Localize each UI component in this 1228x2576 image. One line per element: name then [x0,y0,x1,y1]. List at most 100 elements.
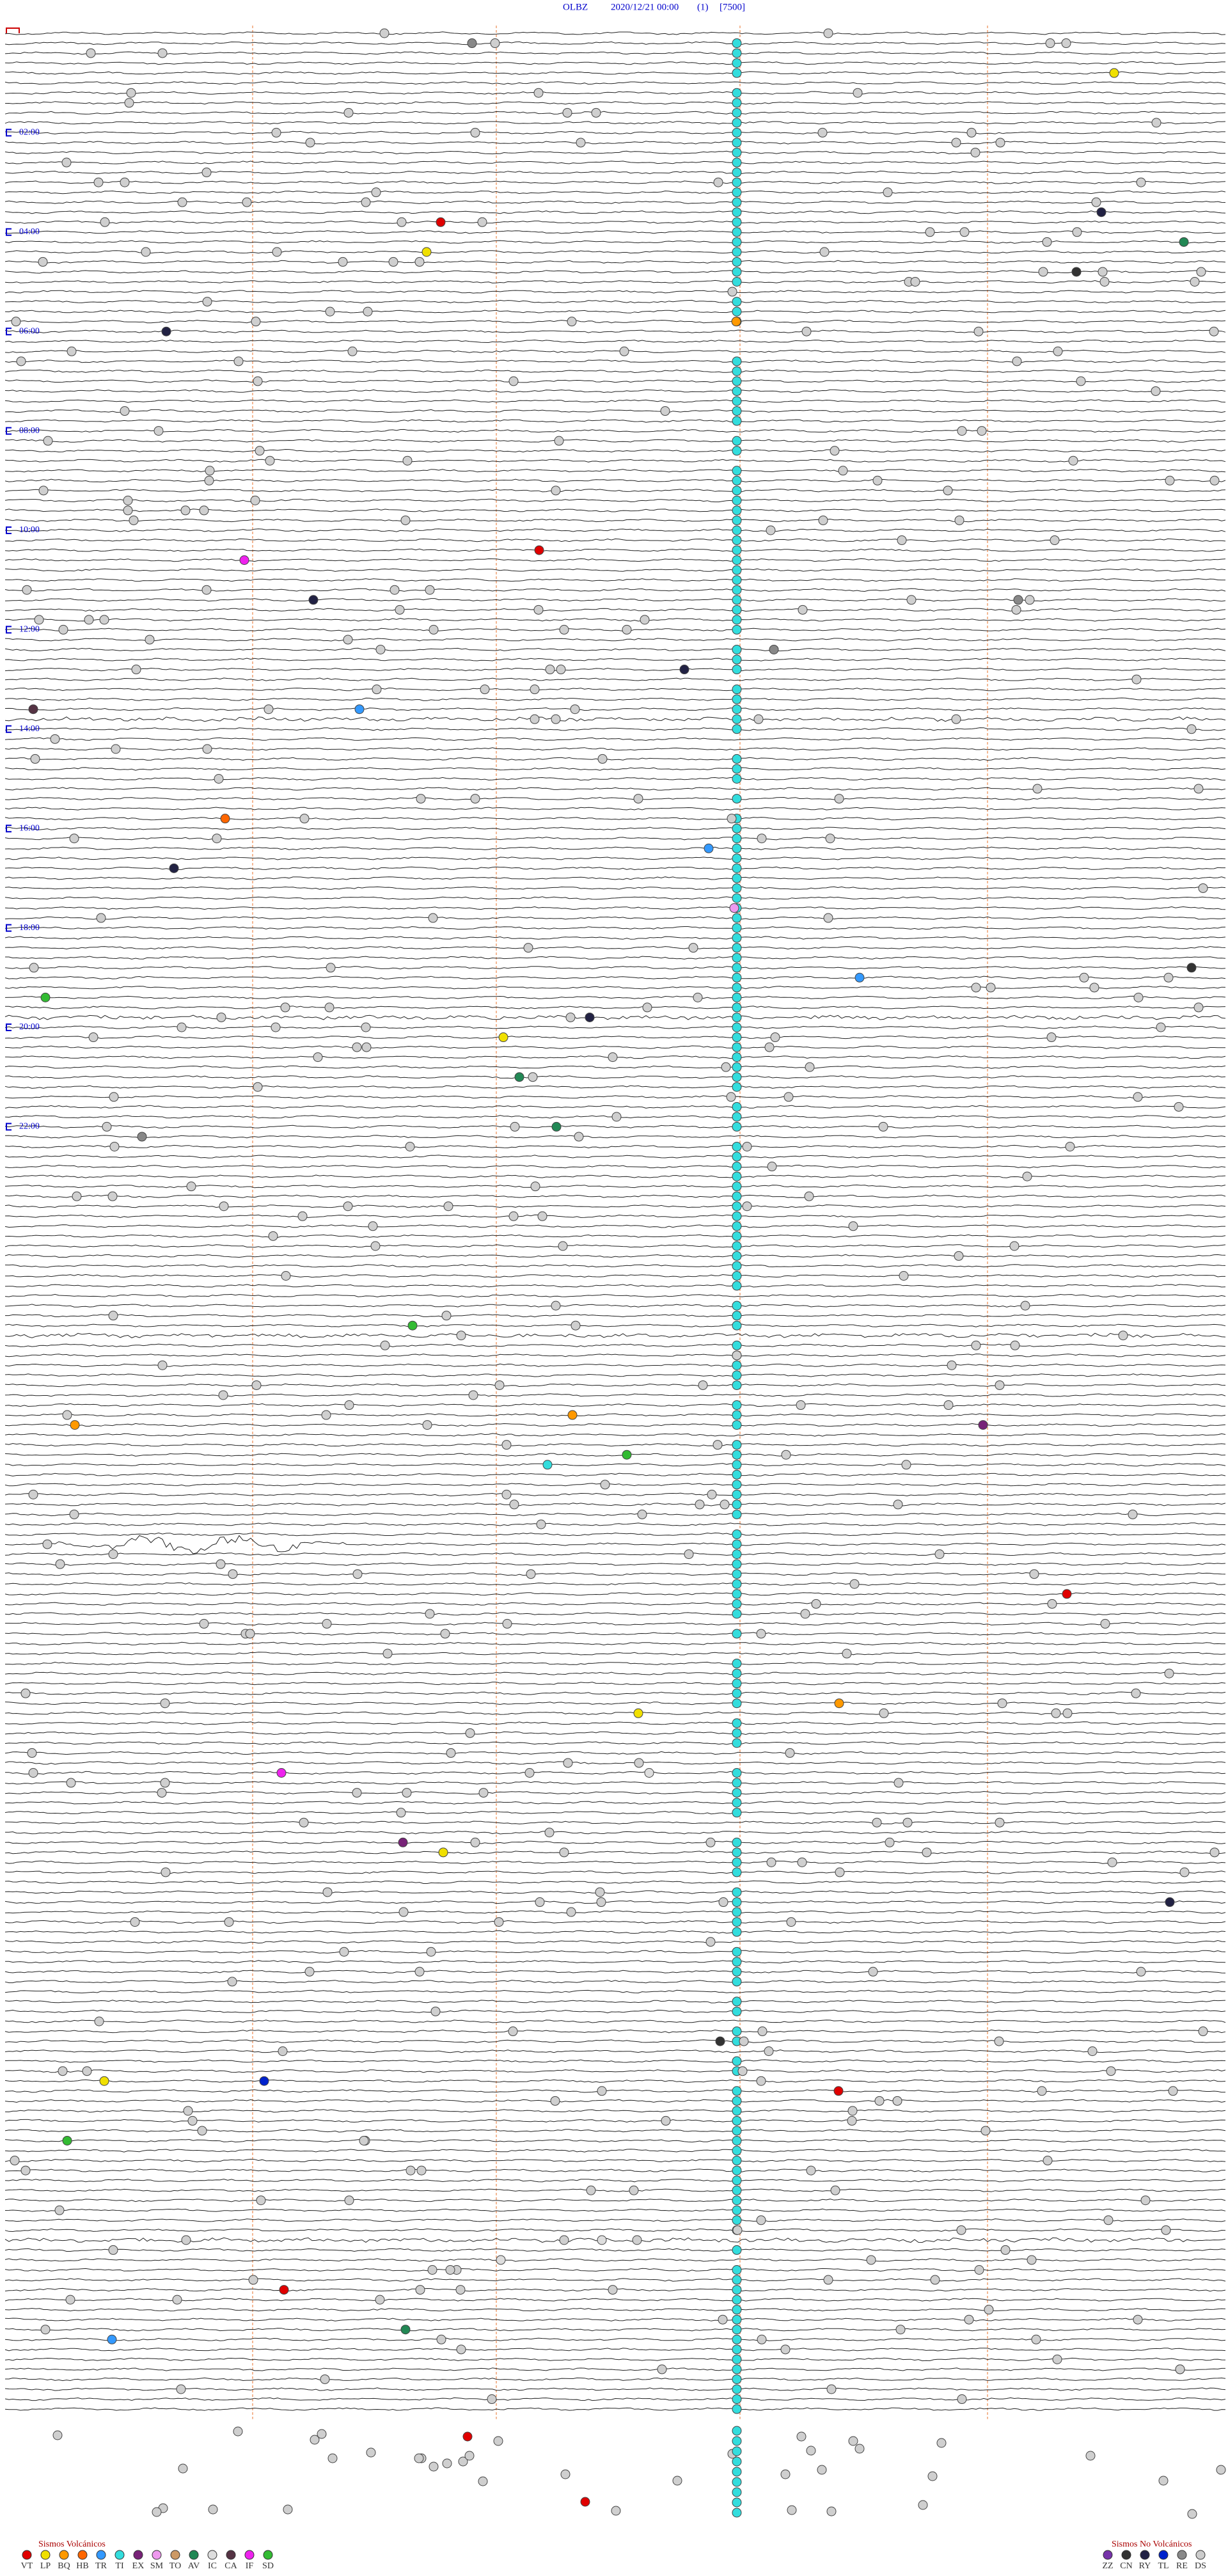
event-marker [732,2314,742,2325]
trace [4,439,1225,443]
trace [4,220,1226,224]
trace [4,558,1226,562]
event-marker [29,963,39,973]
event-marker [455,2285,466,2295]
trace [5,1831,1226,1835]
trace [4,1840,1226,1844]
event-marker [732,1032,742,1043]
event-marker [62,2135,72,2145]
trace [4,389,1226,393]
event-marker [806,2446,816,2456]
event-marker [88,1032,98,1043]
trace [4,299,1226,304]
event-marker [927,2471,938,2481]
event-marker [732,1340,742,1350]
trace [4,1363,1226,1368]
event-marker [874,2096,885,2106]
trace [4,866,1225,871]
event-marker [732,1450,742,1460]
event-marker [178,2463,188,2474]
trace [4,548,1226,552]
event-marker [415,2285,425,2295]
trace [4,737,1226,741]
event-marker [732,1509,742,1519]
trace [4,1989,1225,1994]
event-marker [108,1311,118,1321]
trace [4,886,1226,890]
trace [4,1731,1226,1735]
event-marker [1050,535,1060,546]
event-marker [251,1380,262,1390]
trace [4,1632,1226,1636]
event-marker [405,2165,416,2176]
event-marker [732,2374,742,2384]
event-marker [732,1887,742,1897]
event-marker [1027,2255,1037,2265]
event-marker [732,1469,742,1480]
trace [4,81,1226,85]
event-marker [732,1559,742,1569]
event-marker [756,1629,766,1639]
legend-label: AV [188,2561,200,2571]
event-marker [216,1559,226,1569]
event-marker [986,983,996,993]
trace [4,319,1226,324]
event-marker [1042,237,1052,247]
trace [4,647,1226,652]
trace [4,1284,1226,1288]
trace [4,1234,1226,1238]
event-marker [872,1817,882,1828]
event-marker [732,2275,742,2285]
event-marker [925,227,935,237]
event-marker [964,2314,974,2325]
trace [4,1214,1226,1219]
event-marker [732,1072,742,1082]
event-marker [108,2245,118,2255]
trace [5,956,1226,960]
event-marker [297,1211,308,1221]
event-marker [957,2394,967,2405]
event-marker [732,1211,742,1221]
event-marker [40,992,51,1002]
trace [4,1483,1226,1487]
event-marker [545,665,555,675]
event-marker [705,1837,716,1847]
event-marker [732,2225,743,2235]
event-marker [757,834,767,844]
event-marker [995,1380,1005,1390]
event-marker [994,2036,1004,2046]
trace [4,2138,1226,2143]
event-marker [563,1758,573,1768]
event-marker [154,426,164,436]
traces [4,31,1226,2411]
event-marker [786,1917,796,1927]
hour-bracket [6,526,12,534]
trace [4,1711,1226,1716]
event-marker [995,1817,1005,1828]
event-marker [732,2344,742,2355]
event-marker [70,1420,80,1430]
trace [4,489,1226,493]
event-marker [183,2106,193,2116]
event-marker [1161,2225,1171,2235]
event-marker [732,386,742,396]
event-marker [248,2275,258,2285]
event-marker [510,1121,520,1132]
event-marker [509,1499,519,1510]
event-marker [1209,1847,1220,1858]
trace [4,1880,1226,1885]
event-marker [713,177,723,187]
event-marker [145,635,155,645]
event-marker [253,376,263,386]
event-marker [123,495,133,505]
event-marker [732,2394,742,2405]
event-marker [732,107,742,118]
trace [4,906,1226,910]
event-marker [359,2135,369,2145]
event-marker [597,2235,607,2245]
trace [4,1105,1226,1109]
event-marker [120,406,130,416]
trace [4,2188,1226,2192]
trace [4,697,1226,701]
event-marker [732,376,742,386]
